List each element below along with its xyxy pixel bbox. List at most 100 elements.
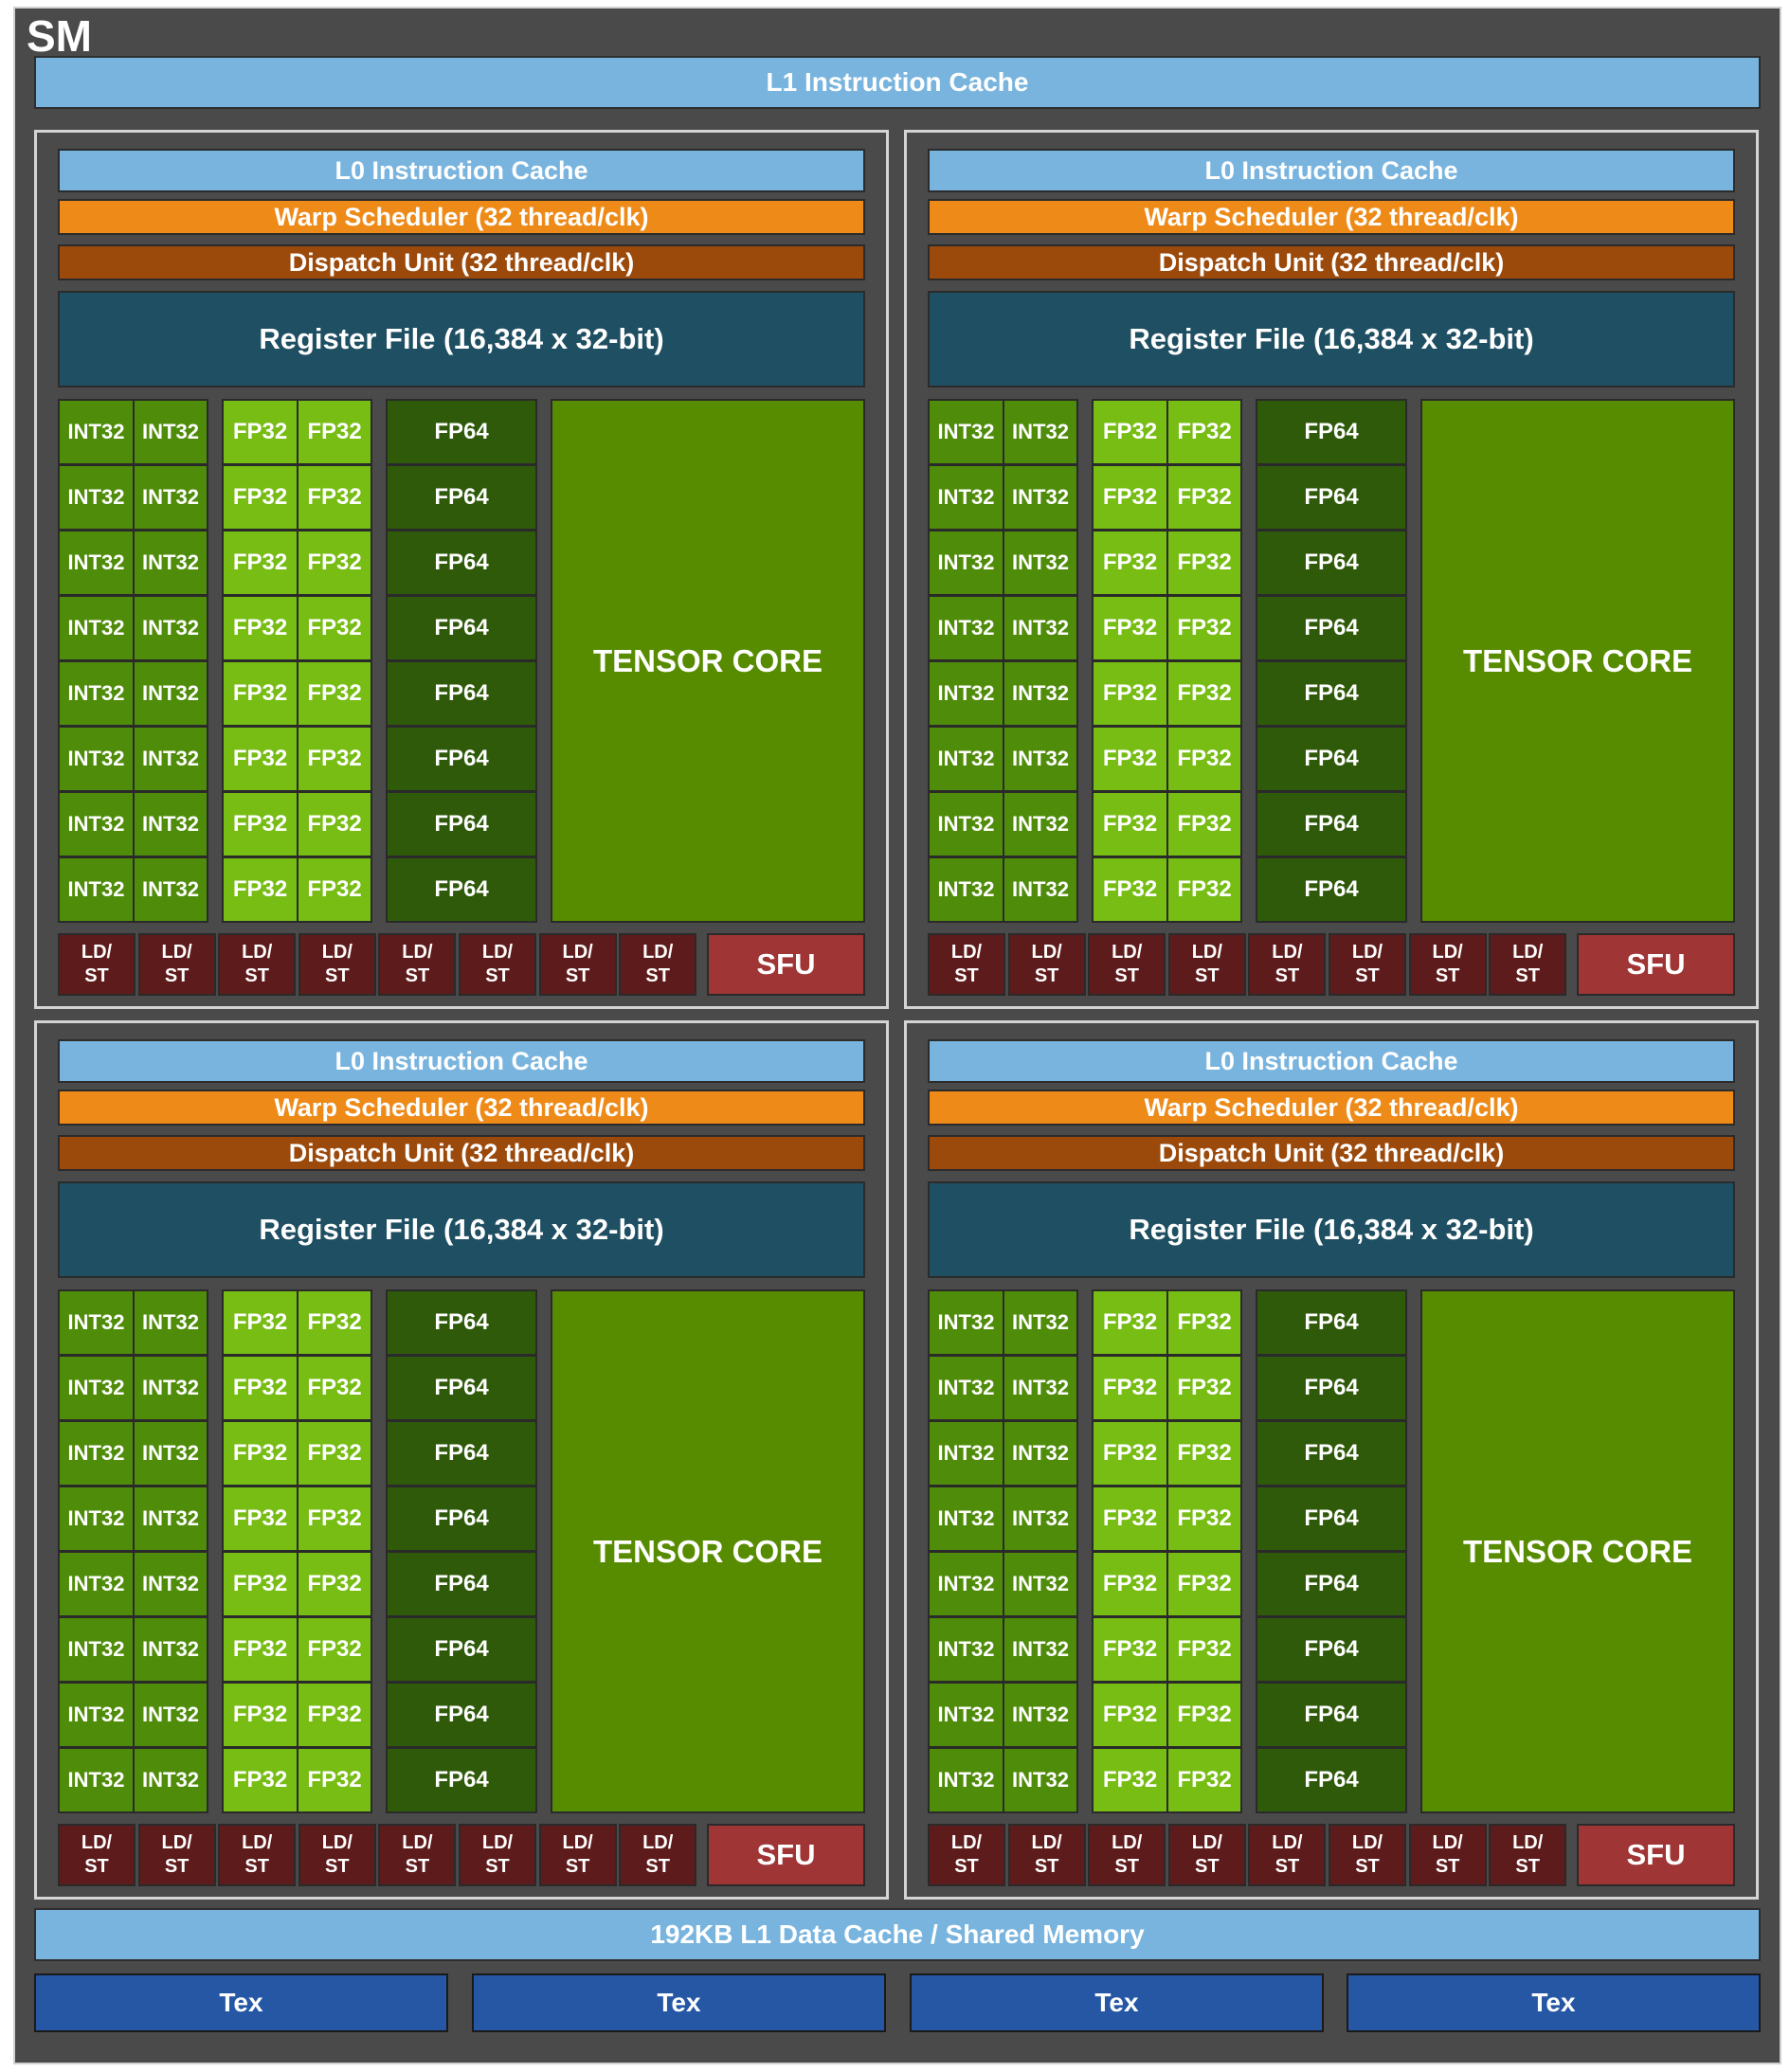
ld-st-label-line2: ST	[84, 1856, 109, 1877]
ld-st-label-line1: LD/	[81, 1832, 113, 1853]
fp32-core: FP32	[1166, 1289, 1242, 1356]
int32-core: INT32	[1003, 1616, 1078, 1683]
ld-st-label-line1: LD/	[950, 1832, 983, 1853]
fp32-core: FP32	[297, 1486, 372, 1552]
fp32-core: FP32	[1092, 1420, 1168, 1486]
fp64-core: FP64	[386, 530, 537, 596]
int32-core: INT32	[58, 1355, 135, 1421]
ld-st-label-line1: LD/	[402, 1832, 433, 1853]
fp32-core: FP32	[1166, 726, 1242, 792]
fp32-core: FP32	[1166, 1747, 1242, 1813]
ld-st-unit: LD/ST	[1088, 933, 1166, 996]
fp64-core: FP64	[386, 595, 537, 661]
int32-core: INT32	[1003, 856, 1078, 923]
ld-st-unit: LD/ST	[298, 1824, 376, 1886]
ld-st-label-line1: LD/	[642, 1832, 674, 1853]
int32-core: INT32	[58, 595, 135, 661]
fp32-core: FP32	[1092, 1289, 1168, 1356]
ld-st-unit: LD/ST	[1489, 1824, 1567, 1886]
ld-st-label-line2: ST	[164, 1856, 190, 1877]
ld-st-label-line2: ST	[1435, 965, 1460, 986]
fp32-core: FP32	[1166, 791, 1242, 857]
int32-core: INT32	[58, 1616, 135, 1683]
fp64-core: FP64	[386, 464, 537, 531]
int32-core: INT32	[1003, 1747, 1078, 1813]
ld-st-label-line2: ST	[1114, 1856, 1139, 1877]
int32-core: INT32	[133, 1355, 208, 1421]
ld-st-unit: LD/ST	[137, 933, 216, 996]
fp64-core: FP64	[386, 1682, 537, 1748]
dispatch-unit: Dispatch Unit (32 thread/clk)	[58, 244, 865, 280]
int32-core: INT32	[928, 1551, 1004, 1617]
ld-st-unit: LD/ST	[1167, 933, 1246, 996]
ld-st-label-line1: LD/	[1272, 1832, 1303, 1853]
fp64-core: FP64	[1256, 595, 1407, 661]
fp64-core: FP64	[386, 1420, 537, 1486]
ld-st-label-line2: ST	[1355, 965, 1380, 986]
ld-st-label-line2: ST	[645, 965, 670, 986]
tensor-core: TENSOR CORE	[1420, 1289, 1735, 1813]
ld-st-label-line2: ST	[954, 965, 979, 986]
ld-st-unit: LD/ST	[378, 1824, 457, 1886]
fp32-core: FP32	[297, 1420, 372, 1486]
fp64-core: FP64	[386, 856, 537, 923]
ld-st-unit: LD/ST	[218, 1824, 297, 1886]
fp32-core: FP32	[1166, 1551, 1242, 1617]
ld-st-label-line2: ST	[1275, 965, 1300, 986]
int32-core: INT32	[133, 1289, 208, 1356]
int32-core: INT32	[1003, 1355, 1078, 1421]
ld-st-label-line2: ST	[325, 965, 350, 986]
int32-core: INT32	[1003, 1420, 1078, 1486]
int32-core: INT32	[1003, 399, 1078, 465]
int32-core: INT32	[1003, 1551, 1078, 1617]
fp64-core: FP64	[386, 1747, 537, 1813]
ld-st-label-line1: LD/	[1272, 942, 1303, 963]
ld-st-label-line2: ST	[1435, 1856, 1460, 1877]
int32-core: INT32	[133, 530, 208, 596]
fp32-core: FP32	[1092, 595, 1168, 661]
ld-st-unit: LD/ST	[1329, 1824, 1406, 1886]
fp32-core: FP32	[222, 1486, 298, 1552]
ld-st-label-line1: LD/	[1112, 942, 1143, 963]
fp32-core: FP32	[222, 1747, 298, 1813]
l0-instruction-cache: L0 Instruction Cache	[928, 1039, 1735, 1083]
int32-core: INT32	[133, 464, 208, 531]
int32-core: INT32	[928, 1747, 1004, 1813]
ld-st-label-line1: LD/	[1031, 942, 1062, 963]
ld-st-label-line2: ST	[164, 965, 190, 986]
ld-st-label-line2: ST	[565, 1856, 590, 1877]
ld-st-unit: LD/ST	[1007, 1824, 1086, 1886]
int32-core: INT32	[133, 1420, 208, 1486]
int32-core: INT32	[58, 1682, 135, 1748]
int32-core: INT32	[133, 1551, 208, 1617]
int32-core: INT32	[928, 464, 1004, 531]
int32-core: INT32	[133, 399, 208, 465]
processing-block: L0 Instruction Cache Warp Scheduler (32 t…	[904, 130, 1759, 1009]
fp64-core: FP64	[1256, 1355, 1407, 1421]
int32-core: INT32	[133, 595, 208, 661]
int32-core: INT32	[928, 856, 1004, 923]
tensor-core: TENSOR CORE	[551, 1289, 865, 1813]
l0-instruction-cache: L0 Instruction Cache	[58, 1039, 865, 1083]
ld-st-label-line2: ST	[1515, 965, 1540, 986]
fp64-core: FP64	[386, 1616, 537, 1683]
fp32-core: FP32	[1092, 856, 1168, 923]
int32-core: INT32	[133, 856, 208, 923]
fp64-core: FP64	[1256, 1486, 1407, 1552]
processing-block: L0 Instruction Cache Warp Scheduler (32 t…	[34, 1020, 889, 1900]
ld-st-label-line1: LD/	[1351, 942, 1383, 963]
fp32-core: FP32	[297, 1682, 372, 1748]
ld-st-unit: LD/ST	[619, 933, 697, 996]
int32-core: INT32	[58, 791, 135, 857]
fp32-core: FP32	[222, 660, 298, 727]
fp64-core: FP64	[1256, 1289, 1407, 1356]
int32-core: INT32	[1003, 1486, 1078, 1552]
fp64-core: FP64	[1256, 1747, 1407, 1813]
int32-core: INT32	[1003, 1682, 1078, 1748]
fp32-core: FP32	[1166, 399, 1242, 465]
fp32-core: FP32	[297, 726, 372, 792]
int32-core: INT32	[928, 1682, 1004, 1748]
fp64-core: FP64	[1256, 1682, 1407, 1748]
int32-core: INT32	[928, 595, 1004, 661]
ld-st-unit: LD/ST	[218, 933, 297, 996]
